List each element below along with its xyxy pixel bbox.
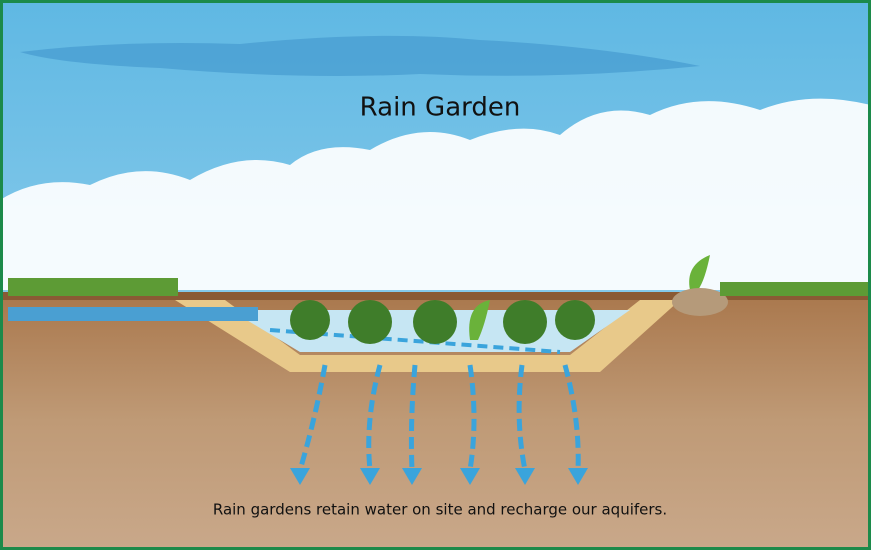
caption: Rain gardens retain water on site and re… bbox=[213, 501, 667, 519]
rain-garden-illustration: Rain Garden Rain gardens retain water on… bbox=[0, 0, 871, 550]
title: Rain Garden bbox=[360, 93, 521, 123]
pipe bbox=[8, 307, 258, 321]
